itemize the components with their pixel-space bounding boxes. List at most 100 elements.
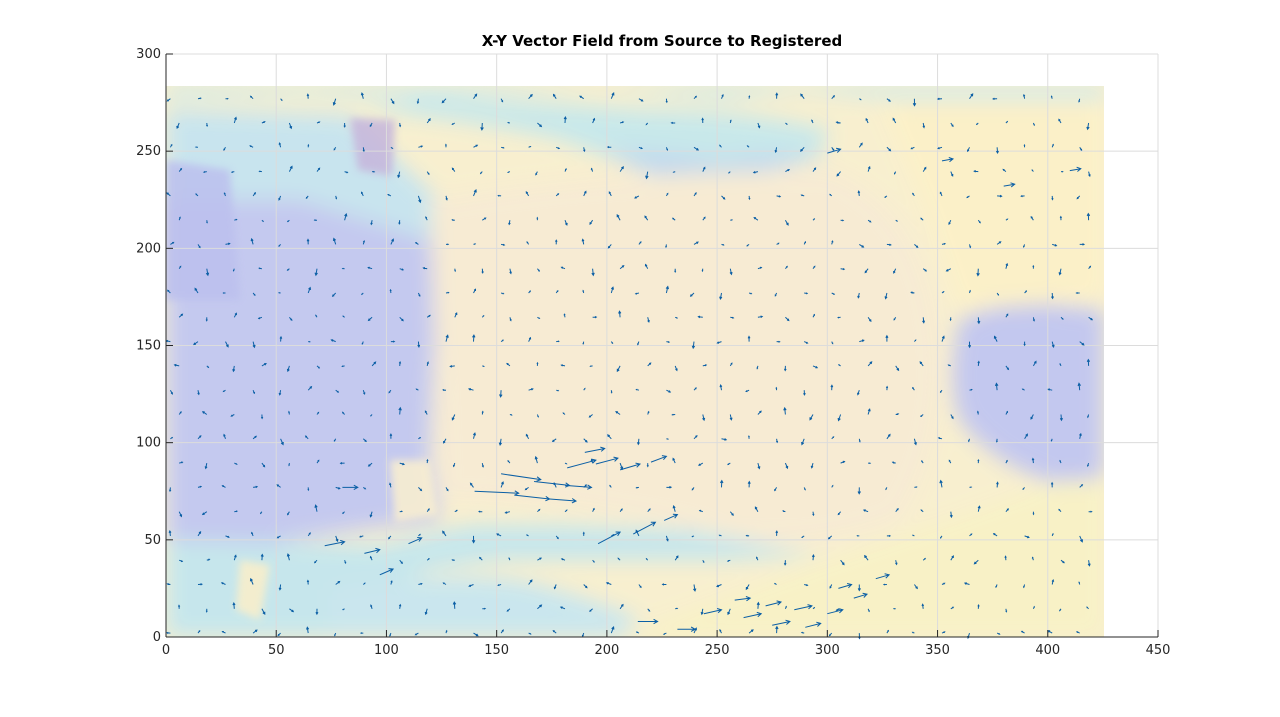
vector-arrow: [666, 438, 670, 440]
vector-arrow: [195, 193, 199, 197]
vector-arrow: [783, 560, 787, 566]
vector-arrow: [554, 239, 558, 245]
vector-arrow: [556, 340, 560, 343]
vector-arrow: [316, 365, 321, 369]
vector-arrow: [249, 95, 254, 100]
vector-arrow: [693, 241, 699, 245]
vector-arrow: [225, 242, 231, 246]
vector-arrow: [950, 122, 954, 128]
vector-arrow: [829, 193, 833, 197]
vector-arrow: [1059, 459, 1062, 464]
vector-arrow: [307, 143, 310, 148]
vector-arrow: [785, 265, 788, 270]
vector-arrow: [178, 216, 181, 221]
vector-arrow: [332, 237, 337, 245]
vector-arrow: [584, 446, 606, 453]
vector-arrow: [721, 93, 724, 99]
vector-arrow: [500, 481, 504, 488]
vector-arrow: [702, 414, 706, 422]
vector-arrow: [506, 608, 511, 612]
vector-arrow: [178, 411, 182, 415]
vector-arrow: [398, 220, 401, 225]
vector-arrow: [729, 414, 733, 421]
vector-arrow: [875, 573, 891, 580]
vector-arrow: [703, 608, 723, 615]
vector-arrow: [702, 364, 708, 367]
vector-arrow: [306, 238, 310, 245]
vector-arrow: [414, 632, 419, 636]
vector-arrow: [507, 171, 511, 173]
vector-arrow: [178, 511, 183, 518]
vector-arrow: [1023, 144, 1026, 148]
vector-arrow: [472, 432, 476, 439]
vector-arrow: [757, 462, 761, 470]
vector-arrow: [748, 195, 751, 201]
vector-arrow: [966, 195, 970, 199]
vector-arrow: [583, 147, 586, 153]
vector-arrow: [331, 292, 337, 297]
vector-arrow: [223, 147, 226, 151]
vector-arrow: [1079, 147, 1083, 152]
vector-arrow: [528, 146, 532, 148]
vector-arrow: [445, 487, 449, 492]
vector-arrow: [776, 195, 782, 198]
vector-arrow: [168, 529, 172, 536]
vector-arrow: [921, 460, 924, 464]
vector-arrow: [809, 414, 814, 421]
background-image: [166, 86, 1104, 637]
vector-arrow: [452, 462, 456, 468]
vector-arrow: [634, 292, 640, 295]
vector-arrow: [371, 361, 377, 367]
vector-arrow: [831, 95, 835, 100]
vector-arrow: [1005, 218, 1009, 221]
vector-arrow: [765, 600, 783, 607]
vector-arrow: [1086, 212, 1091, 221]
vector-arrow: [752, 171, 759, 174]
vector-arrow: [525, 534, 529, 537]
vector-arrow: [776, 242, 780, 245]
vector-arrow: [784, 219, 789, 226]
vector-arrow: [308, 341, 311, 343]
vector-arrow: [414, 242, 419, 245]
vector-arrow: [335, 195, 338, 200]
vector-arrow: [500, 629, 504, 634]
vector-arrow: [719, 292, 723, 301]
vector-arrow: [334, 632, 337, 637]
vector-arrow: [721, 438, 728, 441]
vector-arrow: [730, 219, 734, 221]
vector-arrow: [362, 239, 365, 245]
vector-arrow: [973, 559, 979, 565]
y-tick-label: 150: [136, 339, 161, 354]
vector-arrow: [507, 121, 511, 124]
vector-arrow: [716, 584, 722, 588]
vector-arrow: [665, 244, 668, 249]
vector-arrow: [829, 584, 833, 589]
vector-arrow: [473, 288, 476, 294]
vector-arrow: [799, 146, 805, 152]
vector-arrow: [756, 556, 759, 561]
vector-arrow: [976, 268, 980, 277]
vector-arrow: [549, 498, 578, 504]
vector-arrow: [1004, 555, 1007, 561]
vector-arrow: [756, 365, 759, 370]
vector-arrow: [342, 484, 359, 491]
vector-arrow: [169, 143, 173, 148]
vector-arrow: [665, 147, 669, 152]
vector-arrow: [1088, 510, 1093, 513]
vector-arrow: [278, 244, 281, 247]
vector-arrow: [728, 171, 731, 174]
vector-arrow: [753, 217, 759, 221]
vector-arrow: [616, 213, 621, 221]
vector-arrow: [422, 267, 428, 270]
vector-arrow: [857, 190, 861, 196]
vector-arrow: [560, 558, 566, 561]
vector-arrow: [344, 560, 347, 564]
vector-arrow: [670, 121, 676, 125]
vector-arrow: [361, 191, 364, 197]
vector-arrow: [230, 171, 235, 173]
vector-arrow: [674, 555, 679, 561]
vector-arrow: [193, 341, 199, 346]
vector-arrow: [992, 533, 998, 537]
vector-arrow: [885, 487, 888, 491]
x-tick-label: 250: [705, 643, 730, 658]
